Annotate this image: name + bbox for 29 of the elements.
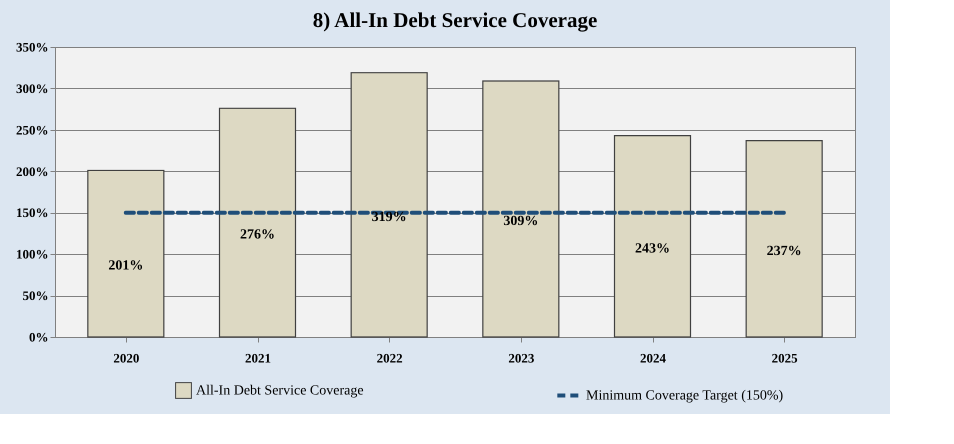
- bar: [350, 72, 428, 338]
- x-tick-label: 2023: [508, 350, 535, 366]
- x-tick-label: 2020: [113, 350, 140, 366]
- y-tick-label: 0%: [29, 330, 48, 344]
- y-tick-label: 350%: [16, 40, 48, 54]
- text: 243%: [635, 241, 670, 256]
- bar: [746, 140, 823, 338]
- y-tick-label: 250%: [16, 122, 48, 138]
- text: 237%: [766, 244, 802, 259]
- x-tick-label: 2021: [245, 350, 271, 366]
- text: 276%: [240, 228, 275, 243]
- text: 201%: [108, 258, 144, 274]
- y-tick-label: 100%: [16, 246, 48, 262]
- legend-label: All-In Debt Service Coverage: [196, 384, 364, 398]
- bar: [614, 135, 692, 338]
- bar: [218, 108, 296, 338]
- chart-title: 8) All-In Debt Service Coverage: [312, 8, 598, 32]
- text: 309%: [503, 214, 538, 229]
- y-tick-label: 150%: [16, 205, 48, 220]
- x-tick-label: 2022: [376, 350, 403, 366]
- x-tick-label: 2025: [772, 350, 798, 366]
- legend-label: Minimum Coverage Target (150%): [586, 388, 784, 404]
- y-tick-label: 300%: [16, 80, 48, 96]
- text: 319%: [372, 210, 407, 225]
- bar: [482, 80, 560, 338]
- x-tick-label: 2024: [640, 350, 666, 366]
- y-tick-label: 50%: [22, 288, 48, 304]
- bar: [87, 170, 164, 338]
- y-tick-label: 200%: [16, 164, 48, 179]
